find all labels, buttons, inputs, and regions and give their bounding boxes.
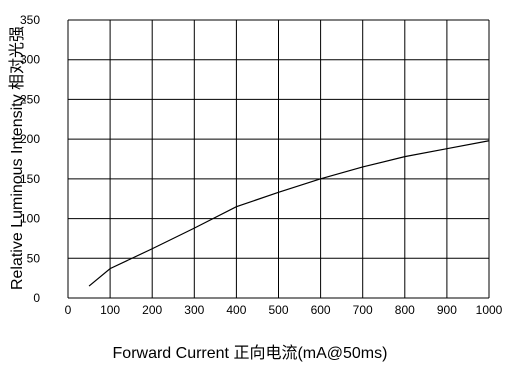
y-axis-label: Relative Luminous Intensity 相对光强: [8, 26, 26, 290]
x-tick-label: 900: [437, 303, 457, 317]
x-tick-label: 1000: [476, 303, 503, 317]
y-tick-label: 250: [20, 92, 40, 106]
series-line: [88, 140, 490, 287]
x-tick-label: 100: [100, 303, 120, 317]
y-tick-label: 50: [27, 251, 41, 265]
y-tick-label: 350: [20, 13, 40, 27]
y-tick-label: 150: [20, 172, 40, 186]
x-axis-label: Forward Current 正向电流(mA@50ms): [113, 344, 388, 362]
x-tick-labels: 0 100 200 300 400 500 600 700 800 900 1000: [65, 303, 503, 317]
y-tick-label: 300: [20, 53, 40, 67]
y-tick-label: 0: [33, 291, 40, 305]
x-tick-label: 500: [268, 303, 288, 317]
x-tick-label: 300: [184, 303, 204, 317]
x-tick-label: 700: [353, 303, 373, 317]
grid: [67, 19, 490, 299]
x-tick-label: 0: [65, 303, 72, 317]
series-layer: [88, 140, 490, 287]
x-tick-label: 600: [311, 303, 331, 317]
x-tick-label: 800: [395, 303, 415, 317]
y-tick-labels: 0 50 100 150 200 250 300 350: [20, 13, 40, 305]
y-tick-label: 100: [20, 212, 40, 226]
y-tick-label: 200: [20, 132, 40, 146]
x-tick-label: 200: [142, 303, 162, 317]
x-tick-label: 400: [226, 303, 246, 317]
